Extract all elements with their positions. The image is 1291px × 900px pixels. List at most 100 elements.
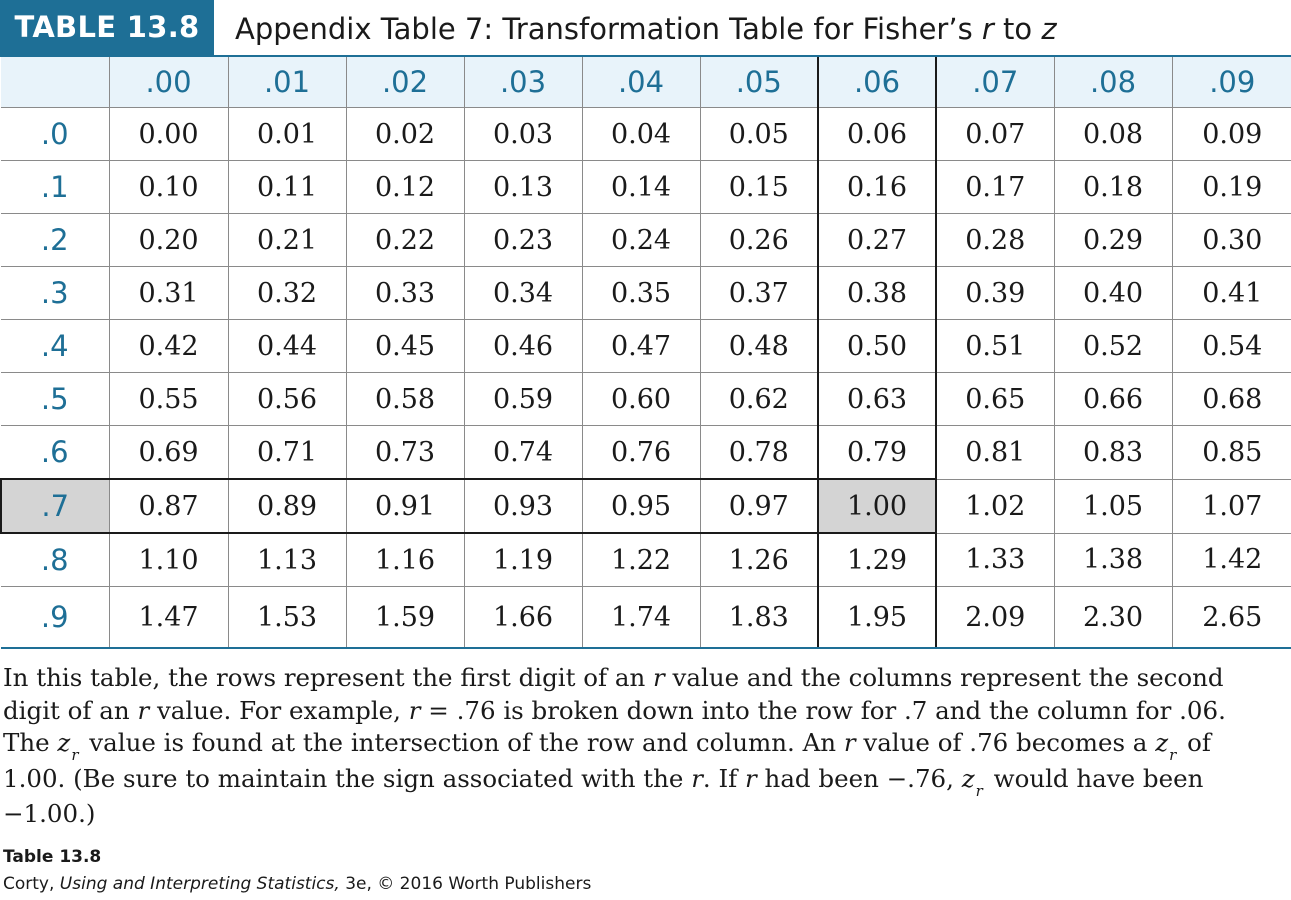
value-cell: 0.24 bbox=[581, 213, 701, 267]
column-header: .09 bbox=[1171, 57, 1291, 108]
value-cell: 1.33 bbox=[935, 532, 1055, 587]
table-row: .6 0.69 0.71 0.73 0.74 0.76 0.78 0.79 0.81 0.83 0.… bbox=[1, 425, 1291, 480]
table-row: .3 0.31 0.32 0.33 0.34 0.35 0.37 0.38 0.39 0.40 0.… bbox=[1, 266, 1291, 320]
value-cell: 0.19 bbox=[1171, 160, 1291, 214]
value-cell: 1.26 bbox=[699, 532, 819, 587]
value-cell: 0.51 bbox=[935, 319, 1055, 373]
table-row: .5 0.55 0.56 0.58 0.59 0.60 0.62 0.63 0.65 0.66 0.… bbox=[1, 372, 1291, 426]
column-header: .00 bbox=[108, 57, 229, 108]
source-credit: Corty, Using and Interpreting Statistics… bbox=[3, 874, 592, 894]
value-cell: 0.83 bbox=[1053, 425, 1173, 480]
value-cell: 1.59 bbox=[345, 586, 465, 649]
header-row: .00.01.02.03.04.05.06.07.08.09 bbox=[1, 57, 1291, 108]
value-cell: 0.32 bbox=[227, 266, 347, 320]
value-cell: 0.56 bbox=[227, 372, 347, 426]
value-cell: 0.03 bbox=[463, 107, 583, 161]
value-cell: 0.50 bbox=[817, 319, 937, 373]
row-header: .7 bbox=[0, 478, 110, 534]
table-title: Appendix Table 7: Transformation Table f… bbox=[235, 0, 1057, 55]
value-cell: 0.38 bbox=[817, 266, 937, 320]
value-cell: 2.09 bbox=[935, 586, 1055, 649]
value-cell: 0.11 bbox=[227, 160, 347, 214]
value-cell: 0.58 bbox=[345, 372, 465, 426]
row-header: .8 bbox=[1, 532, 110, 587]
value-cell: 0.30 bbox=[1171, 213, 1291, 267]
value-cell: 0.09 bbox=[1171, 107, 1291, 161]
value-cell: 0.23 bbox=[463, 213, 583, 267]
column-header: .06 bbox=[817, 57, 937, 108]
table-row: .1 0.10 0.11 0.12 0.13 0.14 0.15 0.16 0.17 0.18 0.… bbox=[1, 160, 1291, 214]
table-number-badge: TABLE 13.8 bbox=[0, 0, 214, 55]
corner-cell bbox=[1, 57, 110, 108]
value-cell: 1.10 bbox=[108, 532, 229, 587]
row-header: .0 bbox=[1, 107, 110, 161]
title-prefix: Appendix Table 7: Transformation Table f… bbox=[235, 12, 982, 46]
column-header: .03 bbox=[463, 57, 583, 108]
table-row: .4 0.42 0.44 0.45 0.46 0.47 0.48 0.50 0.51 0.52 0.… bbox=[1, 319, 1291, 373]
title-r: r bbox=[981, 12, 994, 46]
column-header: .08 bbox=[1053, 57, 1173, 108]
value-cell: 0.78 bbox=[699, 425, 819, 480]
caption-line: 1.00. (Be sure to maintain the sign asso… bbox=[3, 763, 1204, 800]
value-cell: 0.87 bbox=[108, 478, 229, 534]
value-cell: 0.93 bbox=[463, 478, 583, 534]
row-header: .6 bbox=[1, 425, 110, 480]
value-cell: 0.76 bbox=[581, 425, 701, 480]
value-cell: 0.91 bbox=[345, 478, 465, 534]
table-row: .0 0.00 0.01 0.02 0.03 0.04 0.05 0.06 0.07 0.08 0.… bbox=[1, 107, 1291, 161]
value-cell: 0.47 bbox=[581, 319, 701, 373]
value-cell: 1.38 bbox=[1053, 532, 1173, 587]
value-cell: 1.13 bbox=[227, 532, 347, 587]
row-header: .2 bbox=[1, 213, 110, 267]
row-header: .3 bbox=[1, 266, 110, 320]
value-cell: 1.19 bbox=[463, 532, 583, 587]
value-cell: 0.21 bbox=[227, 213, 347, 267]
value-cell: 1.74 bbox=[581, 586, 701, 649]
value-cell: 0.14 bbox=[581, 160, 701, 214]
value-cell: 0.27 bbox=[817, 213, 937, 267]
value-cell: 0.59 bbox=[463, 372, 583, 426]
fisher-r-to-z-table: .00.01.02.03.04.05.06.07.08.09.0 0.00 0.01… bbox=[0, 57, 1291, 649]
value-cell: 1.16 bbox=[345, 532, 465, 587]
table-row: .8 1.10 1.13 1.16 1.19 1.22 1.26 1.29 1.33 1.38 1.… bbox=[1, 532, 1291, 587]
value-cell: 0.69 bbox=[108, 425, 229, 480]
value-cell: 0.35 bbox=[581, 266, 701, 320]
value-cell: 1.95 bbox=[817, 586, 937, 649]
value-cell: 0.29 bbox=[1053, 213, 1173, 267]
value-cell: 0.05 bbox=[699, 107, 819, 161]
figure-label: Table 13.8 bbox=[3, 847, 102, 867]
value-cell: 0.02 bbox=[345, 107, 465, 161]
value-cell: 0.34 bbox=[463, 266, 583, 320]
value-cell: 0.00 bbox=[108, 107, 229, 161]
value-cell: 0.54 bbox=[1171, 319, 1291, 373]
column-header: .05 bbox=[699, 57, 819, 108]
value-cell: 1.02 bbox=[935, 478, 1055, 534]
value-cell: 0.37 bbox=[699, 266, 819, 320]
value-cell: 0.22 bbox=[345, 213, 465, 267]
value-cell: 0.40 bbox=[1053, 266, 1173, 320]
value-cell: 1.42 bbox=[1171, 532, 1291, 587]
value-cell: 0.68 bbox=[1171, 372, 1291, 426]
value-cell: 0.42 bbox=[108, 319, 229, 373]
value-cell: 2.65 bbox=[1171, 586, 1291, 649]
value-cell: 0.01 bbox=[227, 107, 347, 161]
title-z: z bbox=[1041, 12, 1057, 46]
column-header: .01 bbox=[227, 57, 347, 108]
value-cell: 0.39 bbox=[935, 266, 1055, 320]
table-row: .9 1.47 1.53 1.59 1.66 1.74 1.83 1.95 2.09 2.30 2.… bbox=[1, 586, 1291, 649]
row-header: .1 bbox=[1, 160, 110, 214]
value-cell: 0.13 bbox=[463, 160, 583, 214]
title-to: to bbox=[993, 12, 1042, 46]
value-cell: 0.33 bbox=[345, 266, 465, 320]
caption-line: digit of an r value. For example, r = .7… bbox=[3, 695, 1226, 725]
value-cell: 0.60 bbox=[581, 372, 701, 426]
value-cell: 0.08 bbox=[1053, 107, 1173, 161]
table-row: .7 0.87 0.89 0.91 0.93 0.95 0.97 1.00 1.02 1.05 1.… bbox=[0, 478, 1291, 534]
value-cell: 0.12 bbox=[345, 160, 465, 214]
value-cell: 1.22 bbox=[581, 532, 701, 587]
value-cell: 0.15 bbox=[699, 160, 819, 214]
value-cell: 0.62 bbox=[699, 372, 819, 426]
value-cell: 1.53 bbox=[227, 586, 347, 649]
value-cell: 0.41 bbox=[1171, 266, 1291, 320]
column-header: .07 bbox=[935, 57, 1055, 108]
